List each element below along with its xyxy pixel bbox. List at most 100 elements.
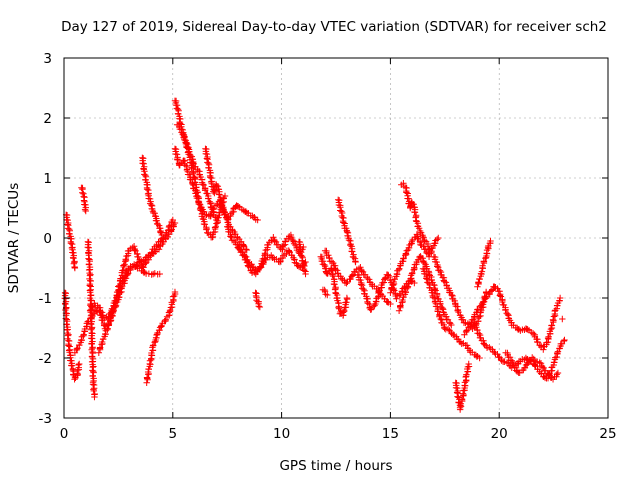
data-point bbox=[321, 288, 329, 295]
data-point-interp bbox=[150, 342, 157, 349]
data-point-interp bbox=[201, 221, 209, 228]
data-point-interp bbox=[554, 348, 562, 355]
x-tick-label: 20 bbox=[491, 426, 508, 442]
data-point-interp bbox=[436, 267, 444, 274]
y-tick-labels: -3 -2 -1 0 1 2 3 bbox=[39, 51, 52, 427]
data-point-interp bbox=[357, 281, 365, 288]
data-point-interp bbox=[347, 275, 354, 283]
data-point-interp bbox=[207, 174, 214, 181]
data-point-interp bbox=[502, 306, 509, 314]
data-point-interp bbox=[480, 258, 488, 265]
data-point-interp bbox=[188, 165, 196, 172]
data-point bbox=[559, 315, 566, 323]
data-point-interp bbox=[240, 242, 247, 249]
data-point-interp bbox=[75, 361, 82, 369]
data-point bbox=[487, 237, 494, 245]
data-point-interp bbox=[372, 298, 380, 305]
data-point-interp bbox=[413, 218, 420, 225]
data-point-interp bbox=[405, 244, 413, 251]
data-point-interp bbox=[357, 276, 364, 284]
data-point-interp bbox=[399, 296, 406, 304]
data-point bbox=[169, 216, 176, 224]
data-point-interp bbox=[441, 278, 448, 285]
data-point-interp bbox=[411, 209, 419, 216]
data-point-interp bbox=[393, 270, 401, 278]
data-point bbox=[408, 238, 416, 245]
data-point-interp bbox=[345, 236, 353, 244]
data-point bbox=[415, 225, 423, 232]
data-point-interp bbox=[409, 269, 416, 277]
data-point-interp bbox=[205, 195, 212, 202]
data-point-interp bbox=[271, 237, 278, 245]
data-point bbox=[437, 315, 444, 323]
data-point bbox=[465, 360, 472, 368]
data-point-interp bbox=[108, 311, 115, 319]
data-point-interp bbox=[473, 324, 480, 331]
data-point-interp bbox=[433, 236, 441, 243]
data-point-interp bbox=[246, 264, 254, 271]
data-point-interp bbox=[500, 301, 508, 309]
data-point bbox=[212, 223, 220, 230]
data-point bbox=[104, 325, 111, 332]
data-point bbox=[420, 234, 427, 241]
data-point bbox=[290, 240, 298, 247]
data-point bbox=[357, 264, 364, 271]
data-point-interp bbox=[261, 249, 269, 257]
data-point-interp bbox=[504, 311, 512, 318]
chart-title: Day 127 of 2019, Sidereal Day-to-day VTE… bbox=[61, 19, 607, 35]
data-point-interp bbox=[227, 233, 234, 240]
data-point-interp bbox=[510, 361, 517, 369]
data-point-interp bbox=[121, 261, 128, 268]
data-point-interp bbox=[497, 293, 505, 300]
data-point bbox=[156, 270, 163, 278]
data-point-interp bbox=[88, 303, 96, 311]
data-point-interp bbox=[434, 308, 442, 315]
data-point-interp bbox=[70, 260, 78, 268]
data-point-interp bbox=[136, 258, 144, 266]
data-point-interp bbox=[199, 215, 207, 223]
data-point-interp bbox=[463, 371, 470, 378]
data-point-interp bbox=[329, 271, 336, 278]
data-point-interp bbox=[120, 262, 127, 269]
data-point bbox=[326, 255, 333, 262]
data-point-interp bbox=[187, 176, 195, 183]
data-point-interp bbox=[220, 207, 227, 215]
data-point-interp bbox=[98, 309, 106, 316]
data-point-interp bbox=[102, 330, 109, 338]
data-point-interp bbox=[185, 151, 192, 158]
data-point bbox=[270, 234, 277, 241]
x-axis-label: GPS time / hours bbox=[279, 458, 392, 474]
y-tick-label: 0 bbox=[43, 231, 52, 247]
data-point-interp bbox=[340, 219, 347, 226]
data-point-interp bbox=[521, 364, 529, 371]
data-point-interp bbox=[216, 191, 223, 198]
data-point-interp bbox=[435, 295, 442, 303]
data-point bbox=[80, 331, 87, 338]
data-point-interp bbox=[135, 253, 142, 261]
data-point-interp bbox=[211, 183, 219, 191]
data-point-interp bbox=[164, 227, 172, 234]
data-point-interp bbox=[97, 308, 104, 315]
data-point-interp bbox=[62, 300, 69, 308]
data-point-interp bbox=[415, 235, 422, 242]
data-point-interp bbox=[458, 395, 466, 403]
data-point-interp bbox=[536, 359, 543, 366]
data-point-interp bbox=[63, 326, 71, 334]
data-point-interp bbox=[280, 242, 287, 249]
data-point-interp bbox=[423, 275, 430, 282]
data-point-interp bbox=[400, 293, 407, 301]
data-point-interp bbox=[335, 304, 342, 311]
data-point-interp bbox=[452, 302, 460, 310]
data-point-interp bbox=[426, 272, 434, 279]
x-tick-label: 25 bbox=[599, 426, 616, 442]
data-point-interp bbox=[358, 267, 365, 275]
data-point bbox=[474, 283, 481, 290]
data-point-interp bbox=[455, 308, 462, 316]
data-point-interp bbox=[81, 206, 89, 213]
data-point-interp bbox=[145, 365, 152, 373]
data-point-interp bbox=[240, 252, 248, 259]
data-point-interp bbox=[87, 277, 94, 285]
data-point-interp bbox=[448, 330, 455, 337]
data-point bbox=[404, 283, 412, 290]
